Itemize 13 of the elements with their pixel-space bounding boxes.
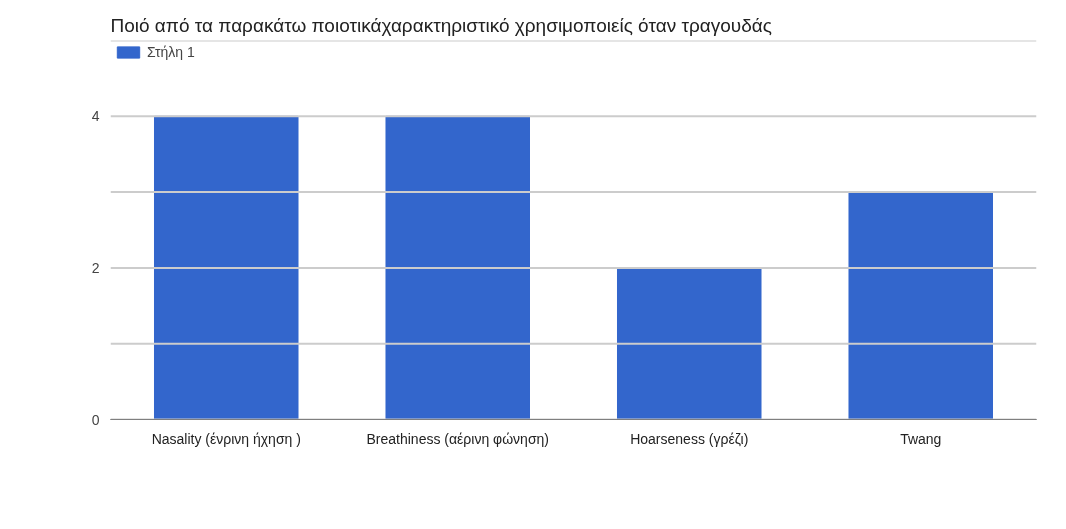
chart-title: Ποιό από τα παρακάτω ποιοτικάχαρακτηριστικό χρησιμοποιείς όταν τραγουδάς xyxy=(110,14,772,36)
bar xyxy=(385,115,531,420)
x-tick-label: Breathiness (αέρινη φώνηση) xyxy=(366,430,549,447)
y-tick-label: 4 xyxy=(91,108,100,125)
x-tick-label: Nasality (ένρινη ήχηση ) xyxy=(151,430,301,447)
x-tick-label: Twang xyxy=(900,430,942,447)
bar xyxy=(848,191,994,420)
legend-label: Στήλη 1 xyxy=(147,44,195,60)
x-tick-label: Hoarseness (γρέζι) xyxy=(630,430,749,447)
y-tick-label: 2 xyxy=(91,259,100,276)
bar xyxy=(616,267,762,420)
bar xyxy=(153,115,299,420)
y-tick-label: 0 xyxy=(91,411,100,428)
